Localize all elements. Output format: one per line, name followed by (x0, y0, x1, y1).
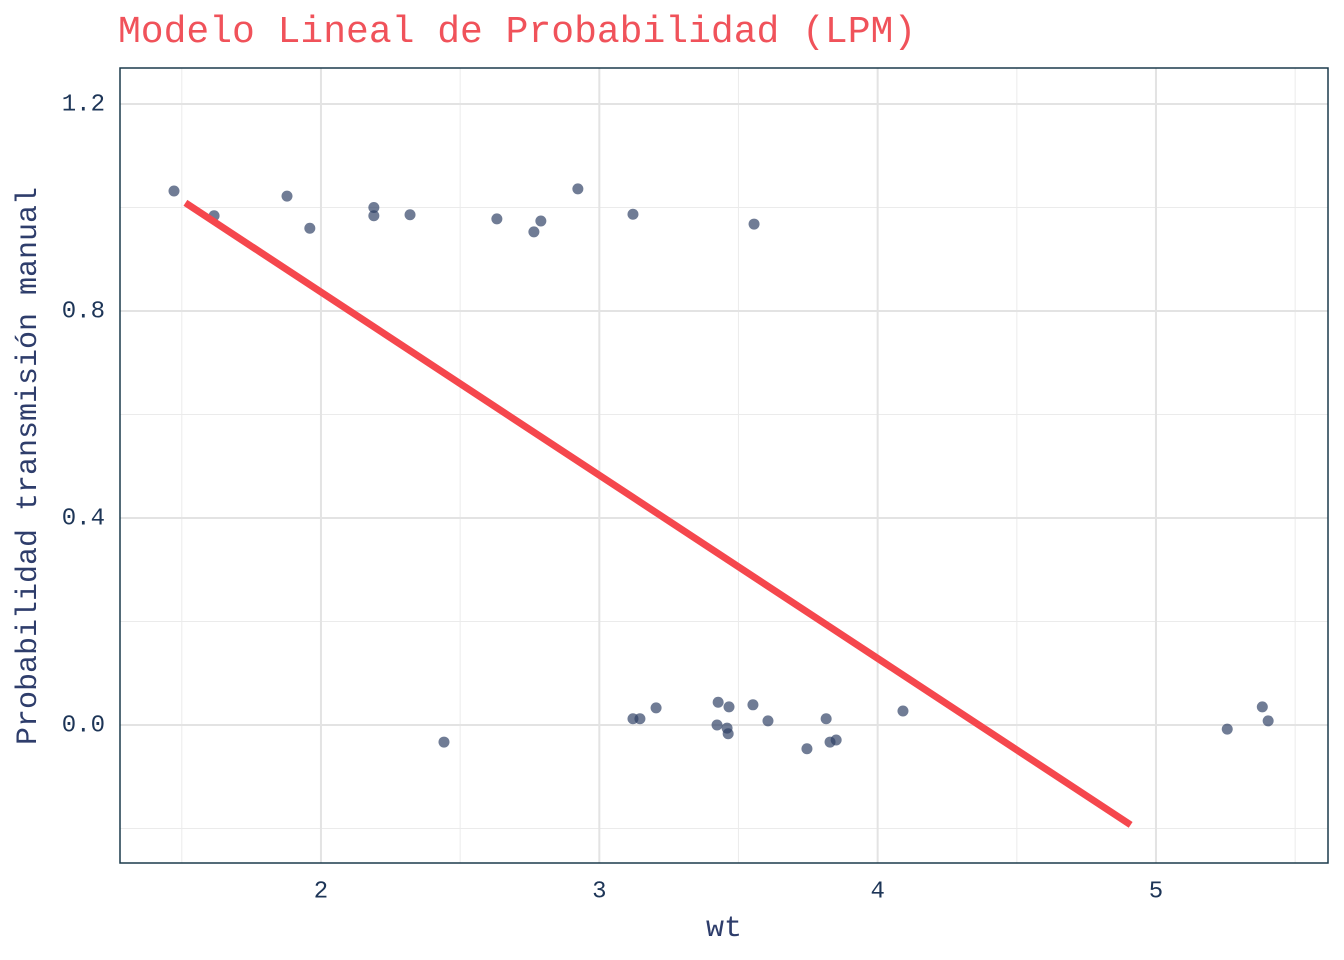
x-axis-title: wt (706, 912, 742, 946)
point (404, 209, 416, 221)
point (627, 208, 639, 220)
x-tick-label: 5 (1149, 878, 1163, 905)
point (830, 734, 842, 746)
point (368, 210, 380, 222)
point (711, 719, 723, 731)
fit-line (183, 199, 1133, 828)
x-tick-label: 3 (592, 878, 606, 905)
y-tick-label: 1.2 (62, 91, 105, 118)
point (368, 202, 380, 214)
point (712, 696, 724, 708)
point (491, 213, 503, 225)
point (438, 736, 450, 748)
point (820, 713, 832, 725)
point (650, 702, 662, 714)
point (1262, 715, 1274, 727)
point (168, 185, 180, 197)
y-tick-label: 0.0 (62, 712, 105, 739)
point (535, 215, 547, 227)
point (572, 183, 584, 195)
point (1256, 701, 1268, 713)
point (1221, 723, 1233, 735)
point (281, 190, 293, 202)
point (304, 222, 316, 234)
point (528, 226, 540, 238)
point (762, 715, 774, 727)
x-tick-label: 2 (314, 878, 328, 905)
y-tick-label: 0.4 (62, 505, 105, 532)
point (634, 713, 646, 725)
point (722, 728, 734, 740)
panel-border (119, 67, 1329, 864)
point (747, 699, 759, 711)
point (897, 705, 909, 717)
y-tick-label: 0.8 (62, 298, 105, 325)
x-tick-label: 4 (870, 878, 884, 905)
chart-title: Modelo Lineal de Probabilidad (LPM) (118, 11, 916, 54)
point (748, 218, 760, 230)
y-axis-title: Probabilidad transmisión manual (12, 187, 46, 745)
point (801, 743, 813, 755)
point (723, 701, 735, 713)
